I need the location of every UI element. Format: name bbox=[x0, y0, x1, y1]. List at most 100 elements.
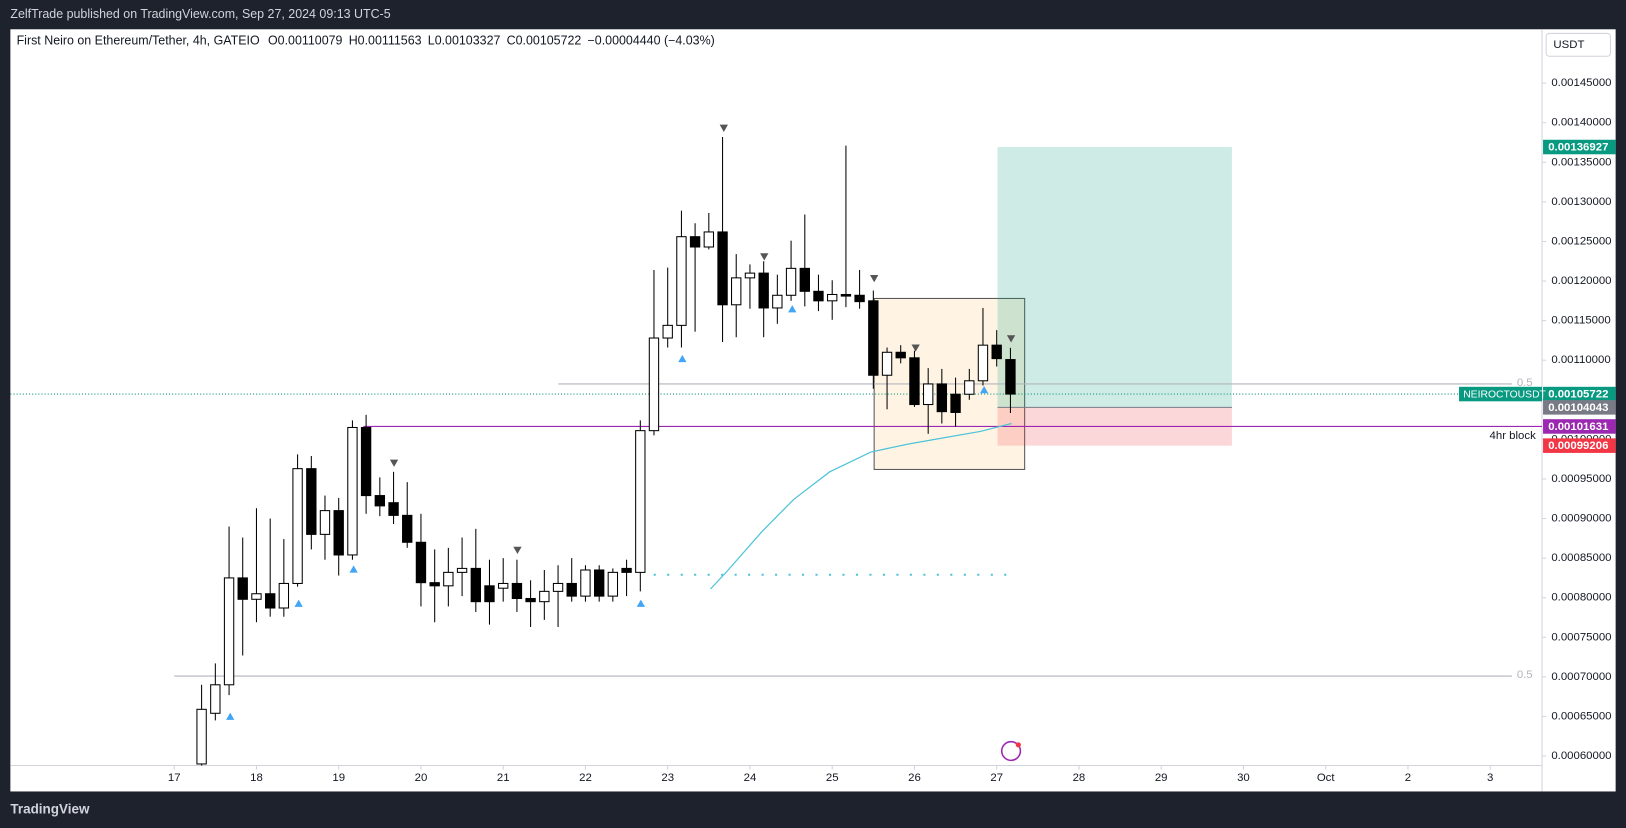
y-tick-label: 0.00125000 bbox=[1551, 235, 1611, 247]
y-tick-label: 0.00070000 bbox=[1551, 671, 1611, 683]
candle-body bbox=[429, 582, 440, 587]
x-tick-label: 27 bbox=[990, 772, 1003, 784]
candle-body bbox=[292, 468, 303, 584]
candle-body bbox=[840, 293, 852, 297]
candle-body bbox=[566, 582, 577, 597]
ohlc-key: H bbox=[349, 34, 358, 48]
x-tick-label: Oct bbox=[1317, 772, 1336, 784]
candle-body bbox=[607, 571, 619, 597]
candle-body bbox=[415, 541, 427, 584]
symbol-tag: NEIROCTOUSDT bbox=[1463, 389, 1546, 400]
candle-body bbox=[360, 426, 372, 497]
candle-body bbox=[621, 567, 632, 573]
candle-body bbox=[689, 236, 701, 248]
x-tick-label: 18 bbox=[250, 772, 263, 784]
y-tick-label: 0.00060000 bbox=[1551, 750, 1611, 762]
pivot-lows bbox=[226, 305, 989, 720]
ohlc-value: 0.00110079 bbox=[278, 34, 343, 48]
candle-body bbox=[936, 383, 948, 413]
candle-body bbox=[319, 510, 331, 535]
stop-price: 0.00099206 bbox=[1548, 440, 1608, 452]
candle-body bbox=[648, 337, 660, 432]
fib-label: 0.5 bbox=[1517, 377, 1533, 389]
candle-body bbox=[456, 567, 468, 573]
plot bbox=[10, 136, 1543, 766]
alert-dot bbox=[1015, 742, 1021, 748]
candle-body bbox=[552, 582, 564, 592]
candle-body bbox=[374, 495, 386, 507]
footer-logo: TradingView bbox=[10, 802, 90, 817]
ohlc-key: C bbox=[507, 34, 516, 48]
entry-price: 0.00104043 bbox=[1548, 402, 1608, 414]
candle-body bbox=[895, 351, 906, 359]
candle-body bbox=[717, 231, 728, 306]
candle-body bbox=[484, 585, 495, 603]
entry-price-box bbox=[1543, 400, 1616, 415]
candle-body bbox=[676, 236, 687, 326]
y-tick-label: 0.00090000 bbox=[1551, 513, 1611, 525]
candle-body bbox=[785, 267, 797, 296]
candle-body bbox=[922, 383, 934, 406]
last-price-box bbox=[1543, 386, 1616, 402]
x-tick-label: 20 bbox=[415, 772, 428, 784]
candle-body bbox=[964, 380, 975, 395]
candle-body bbox=[402, 514, 413, 543]
currency: USDT bbox=[1553, 39, 1584, 51]
candle-body bbox=[799, 267, 810, 292]
x-tick-label: 28 bbox=[1073, 772, 1086, 784]
x-tick-label: 24 bbox=[744, 772, 757, 784]
candle-body bbox=[237, 577, 248, 600]
candle-body bbox=[868, 300, 879, 376]
candle-body bbox=[223, 577, 235, 686]
x-tick-label: 22 bbox=[579, 772, 592, 784]
x-tick-label: 19 bbox=[332, 772, 345, 784]
x-tick-label: 29 bbox=[1155, 772, 1168, 784]
candle-body bbox=[594, 569, 605, 597]
x-tick-label: 21 bbox=[497, 772, 510, 784]
candle-body bbox=[347, 426, 358, 556]
fib-label: 0.5 bbox=[1517, 669, 1533, 681]
y-tick-label: 0.00120000 bbox=[1551, 275, 1611, 287]
candle-body bbox=[210, 684, 221, 714]
x-tick-label: 30 bbox=[1237, 772, 1250, 784]
candle-body bbox=[196, 708, 207, 765]
candle-body bbox=[580, 569, 591, 597]
candle-body bbox=[744, 272, 756, 279]
symbol-tag-box bbox=[1459, 386, 1543, 402]
target-price-box bbox=[1543, 139, 1616, 155]
candle-body bbox=[525, 597, 536, 603]
y-tick-label: 0.00110000 bbox=[1551, 354, 1610, 366]
y-tick-label: 0.00135000 bbox=[1551, 156, 1611, 168]
x-tick-label: 17 bbox=[168, 772, 181, 784]
x-tick-label: 25 bbox=[826, 772, 839, 784]
change: −0.00004440 (−4.03%) bbox=[588, 34, 715, 48]
target-zone bbox=[997, 147, 1232, 408]
alert-icon[interactable] bbox=[1000, 740, 1022, 762]
block-price-box bbox=[1543, 419, 1616, 434]
candle-body bbox=[731, 277, 742, 306]
candle-body bbox=[306, 468, 317, 535]
candle-body bbox=[388, 502, 399, 516]
x-tick-label: 26 bbox=[908, 772, 921, 784]
candle-body bbox=[758, 272, 769, 309]
candle-body bbox=[977, 344, 989, 382]
y-tick-label: 0.00145000 bbox=[1551, 77, 1611, 89]
currency-button[interactable] bbox=[1545, 32, 1611, 57]
candle-body bbox=[703, 231, 715, 248]
candle-body bbox=[278, 582, 290, 609]
candle-body bbox=[511, 582, 523, 600]
candle-body bbox=[909, 357, 920, 406]
y-tick-label: 0.00095000 bbox=[1551, 473, 1611, 485]
last-price: 0.00105722 bbox=[1548, 389, 1608, 401]
symbol-title: First Neiro on Ethereum/Tether, 4h, GATE… bbox=[17, 34, 260, 48]
pivot-highs bbox=[389, 124, 1016, 554]
candle-body bbox=[443, 571, 454, 587]
x-tick-label: 23 bbox=[661, 772, 674, 784]
candle-body bbox=[827, 293, 838, 302]
y-tick-label: 0.00115000 bbox=[1551, 315, 1610, 327]
x-tick-label: 2 bbox=[1405, 772, 1411, 784]
candle-body bbox=[854, 294, 865, 303]
candle-body bbox=[881, 351, 893, 376]
